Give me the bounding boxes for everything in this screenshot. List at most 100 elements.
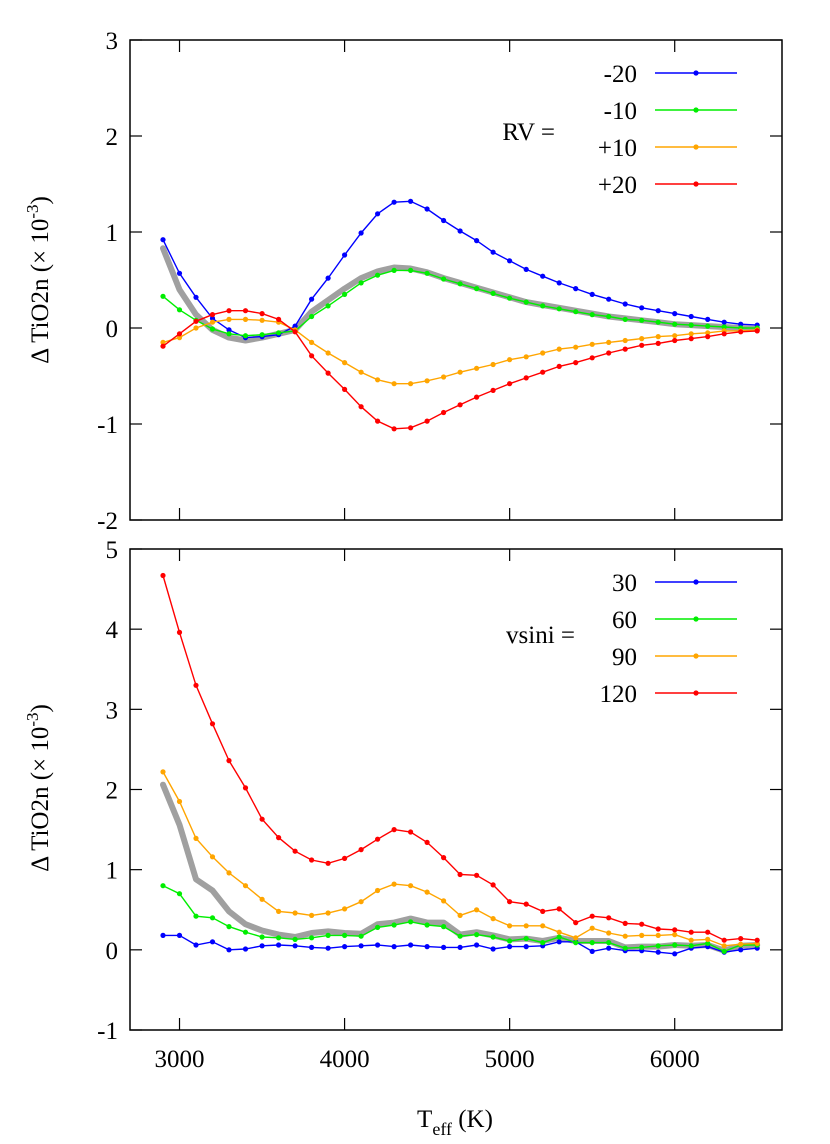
legend-entry: +20	[598, 172, 737, 199]
data-point	[556, 934, 562, 940]
data-point	[209, 312, 216, 318]
data-point	[738, 321, 744, 327]
data-point	[523, 375, 529, 381]
data-point	[391, 944, 397, 950]
data-point	[606, 350, 612, 356]
legend-entry: 60	[612, 607, 737, 634]
data-point	[391, 922, 397, 928]
data-point	[622, 337, 628, 344]
data-point	[325, 275, 331, 281]
data-point	[655, 943, 661, 949]
legend-entry: -10	[604, 98, 737, 125]
y-tick-label: 2	[106, 124, 119, 151]
data-point	[325, 350, 331, 356]
data-point	[358, 230, 364, 236]
data-point	[292, 910, 298, 916]
data-point	[226, 331, 232, 337]
data-point	[556, 929, 562, 935]
data-point	[540, 923, 546, 929]
data-point	[375, 377, 381, 383]
data-point	[457, 871, 463, 878]
data-point	[457, 933, 463, 939]
data-point	[606, 940, 612, 946]
data-point	[358, 369, 364, 375]
data-point	[242, 929, 249, 935]
data-point	[358, 933, 364, 939]
data-point	[375, 942, 381, 948]
data-point	[176, 891, 183, 897]
data-point	[259, 317, 265, 323]
legend-title: RV =	[502, 119, 555, 146]
y-tick-label: 1	[106, 858, 119, 885]
data-point	[193, 682, 199, 688]
data-point	[573, 344, 579, 350]
data-point	[441, 276, 447, 282]
data-point	[358, 943, 364, 949]
data-point	[292, 943, 298, 949]
data-point	[474, 286, 480, 292]
data-point	[672, 311, 678, 317]
data-point	[391, 426, 397, 432]
data-point	[325, 303, 331, 309]
data-point	[259, 934, 265, 940]
data-point	[325, 945, 331, 951]
data-point	[259, 816, 265, 822]
y-tick-label: 4	[106, 617, 119, 644]
y-axis-label-main: Δ TiO2n (× 10	[27, 219, 54, 364]
data-point	[639, 305, 645, 311]
legend-swatch-marker	[693, 144, 699, 150]
data-point	[655, 308, 661, 314]
mean-band-line	[160, 245, 761, 344]
data-point	[375, 272, 381, 278]
data-point	[209, 854, 216, 860]
legend-entry: 90	[612, 644, 737, 671]
legend-title: vsini =	[506, 622, 575, 649]
data-point	[160, 769, 166, 775]
data-point	[160, 293, 166, 299]
data-point	[408, 883, 414, 889]
data-point	[523, 944, 529, 950]
data-point	[507, 899, 513, 905]
data-point	[309, 935, 315, 941]
data-point	[523, 354, 529, 360]
legend-swatch-marker	[693, 653, 699, 659]
y-axis-label-end: )	[27, 704, 54, 712]
data-point	[573, 360, 579, 366]
data-point	[705, 334, 711, 340]
data-point	[408, 919, 414, 925]
legend-swatch-marker	[693, 579, 699, 585]
data-point	[688, 336, 694, 342]
legend-entry: 30	[612, 570, 737, 597]
data-point	[226, 870, 232, 876]
data-point	[309, 857, 315, 863]
data-point	[507, 944, 513, 950]
data-point	[655, 949, 661, 955]
data-point	[705, 316, 711, 322]
data-point	[309, 944, 315, 951]
data-point	[523, 901, 529, 907]
data-point	[209, 721, 216, 727]
data-point	[474, 872, 480, 878]
data-point	[721, 319, 727, 325]
data-point	[589, 341, 595, 347]
data-point	[688, 943, 694, 949]
data-point	[276, 935, 282, 941]
data-point	[738, 936, 744, 942]
data-point	[457, 402, 463, 408]
data-point	[259, 943, 265, 949]
data-point	[622, 945, 628, 951]
legend-swatch-marker	[693, 181, 699, 187]
data-point	[474, 238, 480, 244]
data-point	[507, 357, 513, 363]
data-point	[242, 333, 249, 339]
data-point	[342, 855, 348, 862]
data-point	[556, 906, 562, 912]
data-point	[655, 932, 661, 939]
data-point	[556, 939, 562, 945]
data-point	[540, 908, 546, 915]
data-point	[754, 937, 760, 943]
y-tick-label: -2	[97, 508, 118, 535]
data-point	[556, 363, 562, 369]
series-60	[160, 883, 760, 955]
series-120	[160, 572, 760, 943]
